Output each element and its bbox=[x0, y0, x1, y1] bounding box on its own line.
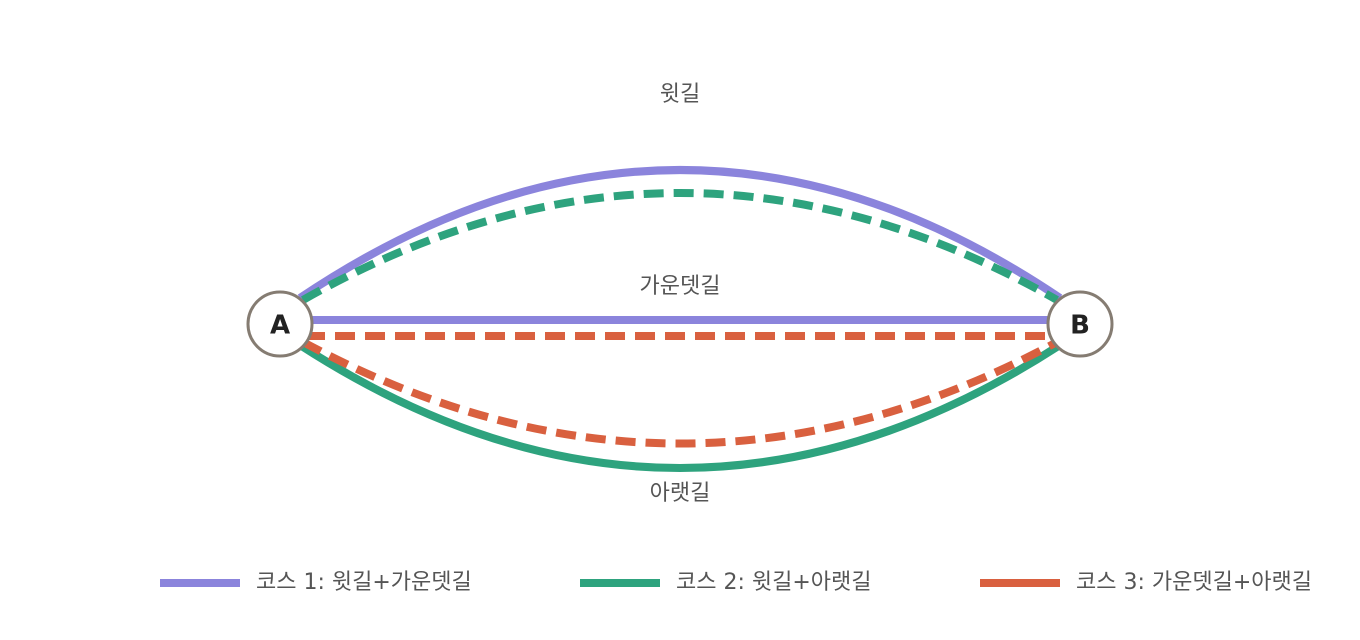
bottom-route-course-3 bbox=[301, 338, 1059, 448]
node-label: A bbox=[270, 311, 290, 341]
path-label: 가운뎃길 bbox=[640, 274, 721, 299]
path-label: 아랫길 bbox=[650, 481, 711, 506]
top-route-course-2 bbox=[301, 189, 1059, 304]
path-label: 윗길 bbox=[660, 82, 700, 107]
node-label: B bbox=[1070, 311, 1090, 341]
node bbox=[246, 290, 314, 358]
legend-label: 코스 1: 윗길+가운뎃길 bbox=[256, 570, 472, 595]
top-route-course-1 bbox=[297, 166, 1063, 302]
legend-label: 코스 2: 윗길+아랫길 bbox=[676, 570, 872, 595]
legend-label: 코스 3: 가운뎃길+아랫길 bbox=[1076, 570, 1312, 595]
bottom-route-course-2 bbox=[297, 341, 1063, 472]
node bbox=[1046, 290, 1114, 358]
